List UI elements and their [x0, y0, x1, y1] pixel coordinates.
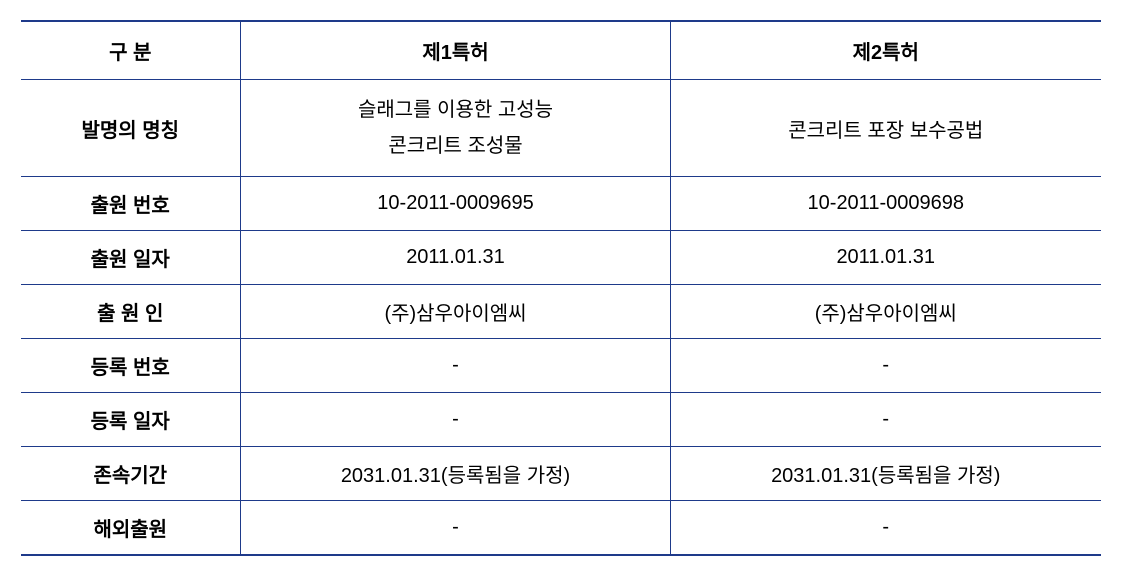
- cell-patent1-name: 슬래그를 이용한 고성능 콘크리트 조성물: [241, 80, 671, 177]
- cell-patent2-appdate: 2011.01.31: [671, 231, 1101, 285]
- cell-patent2-appnum: 10-2011-0009698: [671, 177, 1101, 231]
- row-label-application-date: 출원 일자: [21, 231, 241, 285]
- table-header-row: 구 분 제1특허 제2특허: [21, 21, 1101, 80]
- cell-text-line1: 슬래그를 이용한 고성능: [358, 99, 553, 121]
- header-patent2: 제2특허: [671, 21, 1101, 80]
- cell-patent2-applicant: (주)삼우아이엠씨: [671, 285, 1101, 339]
- row-label-overseas-application: 해외출원: [21, 501, 241, 556]
- table-row: 출원 일자 2011.01.31 2011.01.31: [21, 231, 1101, 285]
- cell-patent1-appdate: 2011.01.31: [241, 231, 671, 285]
- cell-patent2-regdate: -: [671, 393, 1101, 447]
- cell-patent1-regdate: -: [241, 393, 671, 447]
- row-label-registration-date: 등록 일자: [21, 393, 241, 447]
- cell-patent1-overseas: -: [241, 501, 671, 556]
- table-row: 등록 번호 - -: [21, 339, 1101, 393]
- cell-patent1-applicant: (주)삼우아이엠씨: [241, 285, 671, 339]
- cell-patent1-regnum: -: [241, 339, 671, 393]
- table-row: 발명의 명칭 슬래그를 이용한 고성능 콘크리트 조성물 콘크리트 포장 보수공…: [21, 80, 1101, 177]
- table-row: 존속기간 2031.01.31(등록됨을 가정) 2031.01.31(등록됨을…: [21, 447, 1101, 501]
- table-row: 등록 일자 - -: [21, 393, 1101, 447]
- row-label-registration-number: 등록 번호: [21, 339, 241, 393]
- cell-patent2-name: 콘크리트 포장 보수공법: [671, 80, 1101, 177]
- cell-patent1-duration: 2031.01.31(등록됨을 가정): [241, 447, 671, 501]
- header-category: 구 분: [21, 21, 241, 80]
- table-row: 출원 번호 10-2011-0009695 10-2011-0009698: [21, 177, 1101, 231]
- row-label-invention-name: 발명의 명칭: [21, 80, 241, 177]
- patent-table: 구 분 제1특허 제2특허 발명의 명칭 슬래그를 이용한 고성능 콘크리트 조…: [21, 20, 1101, 556]
- cell-text-line2: 콘크리트 조성물: [388, 135, 522, 157]
- cell-patent2-overseas: -: [671, 501, 1101, 556]
- row-label-applicant: 출 원 인: [21, 285, 241, 339]
- row-label-application-number: 출원 번호: [21, 177, 241, 231]
- header-patent1: 제1특허: [241, 21, 671, 80]
- table-row: 출 원 인 (주)삼우아이엠씨 (주)삼우아이엠씨: [21, 285, 1101, 339]
- cell-patent2-regnum: -: [671, 339, 1101, 393]
- table-row: 해외출원 - -: [21, 501, 1101, 556]
- cell-patent2-duration: 2031.01.31(등록됨을 가정): [671, 447, 1101, 501]
- cell-patent1-appnum: 10-2011-0009695: [241, 177, 671, 231]
- row-label-duration: 존속기간: [21, 447, 241, 501]
